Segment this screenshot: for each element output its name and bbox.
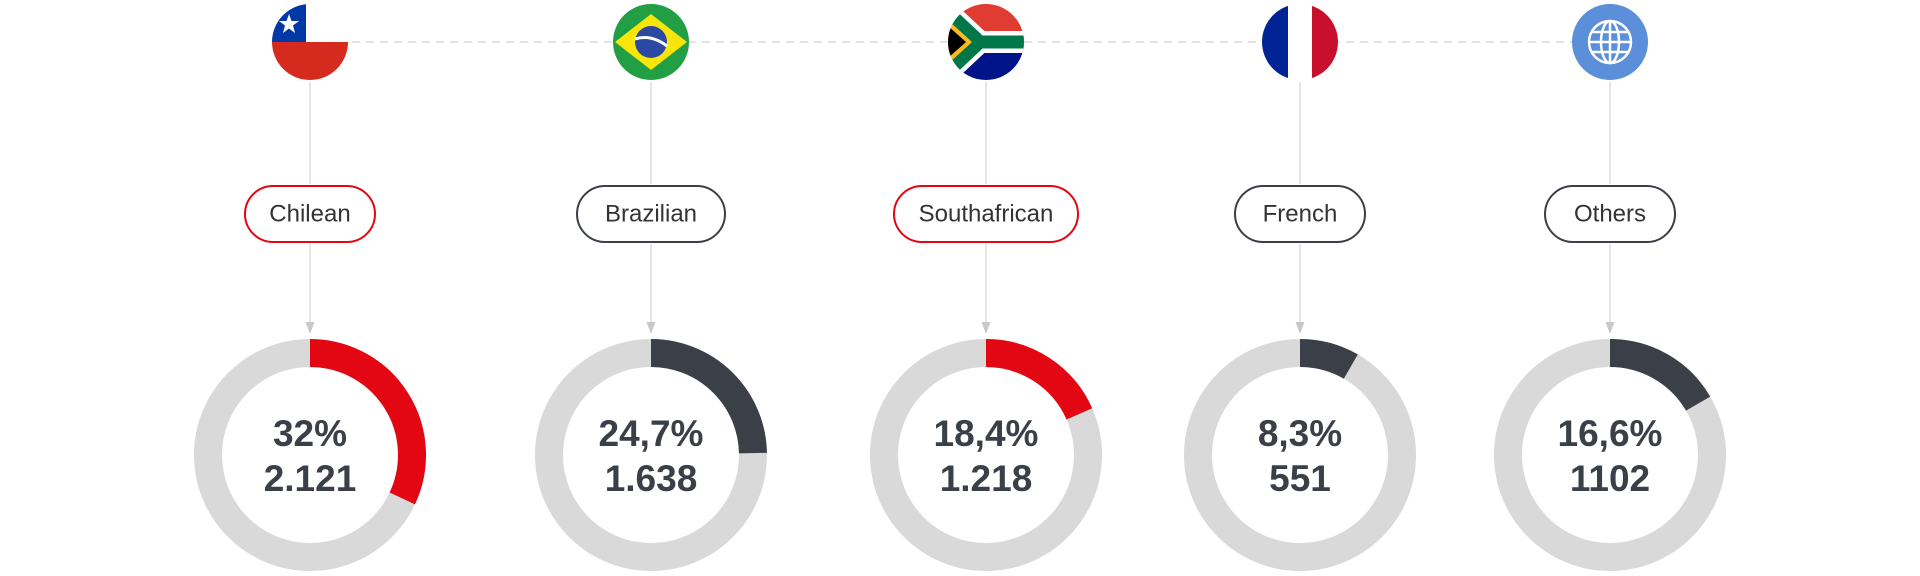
- donut-arc: [985, 339, 1093, 420]
- nationality-label: Southafrican: [919, 200, 1054, 227]
- percent-label: 24,7%: [599, 413, 704, 454]
- donut-track: [1184, 339, 1416, 571]
- percent-label: 18,4%: [934, 413, 1039, 454]
- donut-arc: [309, 339, 426, 505]
- flag-chile: [272, 4, 348, 80]
- count-label: 1102: [1570, 458, 1650, 499]
- label-pill: [1544, 185, 1676, 243]
- label-pill: [1234, 185, 1366, 243]
- percent-label: 8,3%: [1258, 413, 1342, 454]
- count-label: 2.121: [264, 458, 357, 499]
- nationality-label: Chilean: [269, 200, 350, 227]
- percent-label: 32%: [273, 413, 347, 454]
- nationality-label: French: [1263, 200, 1338, 227]
- flag-south-africa: [948, 4, 1024, 80]
- nationality-label: Brazilian: [605, 200, 697, 227]
- label-pill: [244, 185, 376, 243]
- flag-brazil: [613, 4, 689, 80]
- nationality-label: Others: [1574, 200, 1646, 227]
- donut-arc: [1609, 339, 1711, 412]
- count-label: 1.638: [605, 458, 698, 499]
- count-label: 1.218: [940, 458, 1033, 499]
- label-pill: [576, 185, 726, 243]
- count-label: 551: [1269, 458, 1331, 499]
- percent-label: 16,6%: [1558, 413, 1663, 454]
- flag-france: [1262, 4, 1338, 80]
- label-pill: [893, 185, 1079, 243]
- donut-arc: [650, 339, 767, 454]
- donut-arc: [1299, 339, 1358, 379]
- globe-icon: [1572, 4, 1648, 80]
